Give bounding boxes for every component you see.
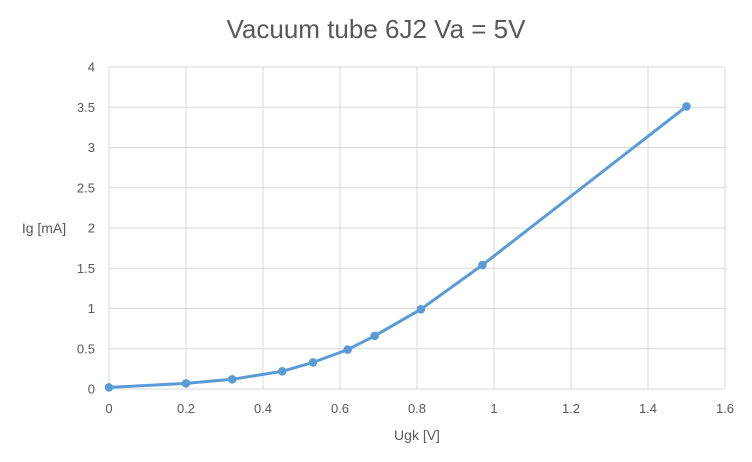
data-point [104,383,114,392]
y-tick-label: 1.5 [77,261,95,276]
data-point [370,331,379,341]
x-tick-label: 1.6 [716,401,734,416]
y-tick-label: 1 [88,301,95,316]
data-point [308,358,318,367]
data-point [277,366,287,376]
data-point [343,345,353,354]
y-axis-label: Ig [mA] [22,220,66,236]
x-tick-label: 0.6 [331,401,349,416]
y-tick-label: 0 [88,382,95,397]
y-tick-label: 0.5 [77,341,95,356]
x-tick-label: 1.4 [639,401,657,416]
y-tick-label: 3.5 [77,100,95,115]
data-point [416,305,426,314]
chart-title: Vacuum tube 6J2 Va = 5V [227,14,527,44]
series-layer [104,102,691,392]
grid [108,66,726,390]
data-point [478,260,487,270]
y-tick-label: 2 [88,221,95,236]
x-tick-label: 0 [105,401,112,416]
axes: 0 0.5 1 1.5 2 2.5 3 3.5 4 0 0.2 0.4 0.6 0.8 1 1.2 1.4 1.6 [77,60,734,417]
x-tick-label: 0.4 [254,401,272,416]
data-point [181,379,191,388]
x-tick-label: 0.8 [408,401,426,416]
x-tick-label: 1.2 [562,401,580,416]
y-tick-label: 4 [88,60,95,75]
y-tick-label: 3 [88,140,95,155]
x-tick-label: 1 [490,401,497,416]
data-point [227,375,237,384]
y-tick-label: 2.5 [77,180,95,195]
x-axis-label: Ugk [V] [394,427,440,443]
x-tick-label: 0.2 [177,401,195,416]
series-line [107,104,688,389]
data-point [682,102,691,111]
